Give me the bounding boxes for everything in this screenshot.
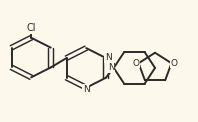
Text: N: N — [105, 53, 111, 62]
Text: O: O — [170, 59, 178, 68]
Text: N: N — [108, 63, 115, 72]
Text: O: O — [132, 59, 140, 68]
Text: N: N — [83, 85, 90, 94]
Text: Cl: Cl — [26, 23, 36, 33]
